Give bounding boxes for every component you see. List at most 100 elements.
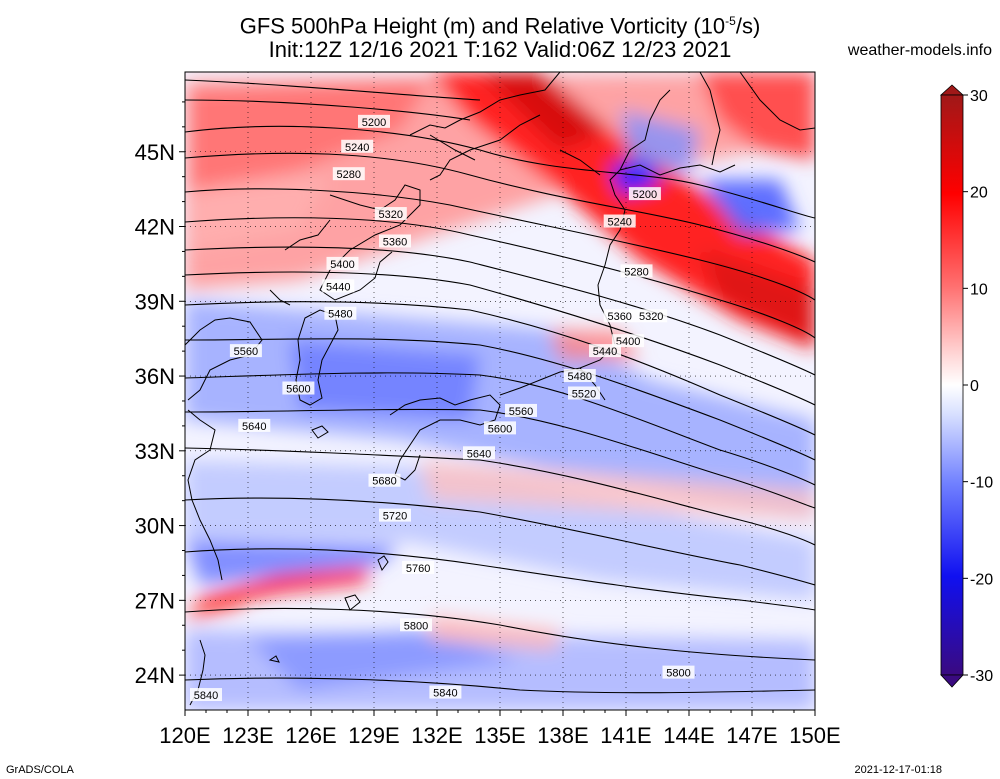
contour-label: 5800 xyxy=(666,668,690,680)
lon-tick-label: 144E xyxy=(663,723,714,748)
contour-labels: 5200524052805320536054005440548055605600… xyxy=(190,114,695,702)
contour-label-bg xyxy=(603,214,636,228)
lon-tick-label: 141E xyxy=(600,723,651,748)
lon-tick-label: 123E xyxy=(222,723,273,748)
contour-label: 5600 xyxy=(488,423,512,435)
colorbar-tick-label: -20 xyxy=(970,571,993,588)
contour-label-bg xyxy=(324,306,357,320)
contour-label: 5720 xyxy=(383,511,407,523)
lon-tick-label: 150E xyxy=(789,723,840,748)
contour-label-bg xyxy=(190,688,222,702)
contour-label: 5200 xyxy=(362,117,386,129)
colorbar: 30 20 10 0 -10 -20 -30 xyxy=(939,84,993,688)
contour-label-bg xyxy=(341,139,374,153)
contour-label-bg xyxy=(628,187,661,201)
lon-tick-label: 120E xyxy=(159,723,210,748)
colorbar-tick-label: 20 xyxy=(970,185,988,202)
contour-label-bg xyxy=(229,344,262,358)
contour-label: 5200 xyxy=(633,189,657,201)
contour-label-bg xyxy=(374,207,407,221)
contour-label: 5600 xyxy=(286,384,310,396)
contour-label: 5320 xyxy=(639,311,663,323)
lat-tick-label: 33N xyxy=(135,439,175,464)
lat-tick-label: 45N xyxy=(135,140,175,165)
colorbar-tick-label: 10 xyxy=(970,281,988,298)
lat-tick-label: 24N xyxy=(135,663,175,688)
footer-left: GrADS/COLA xyxy=(6,764,74,776)
contour-label: 5520 xyxy=(572,388,596,400)
lon-tick-label: 129E xyxy=(348,723,399,748)
map-axes: 120E 123E 126E 129E 132E 135E 138E 141E 144E 147E… xyxy=(135,101,841,748)
colorbar-tick-label: -10 xyxy=(970,475,993,492)
contour-label-bg xyxy=(568,386,600,400)
lon-tick-label: 135E xyxy=(474,723,525,748)
contour-label-bg xyxy=(620,264,653,278)
title-unit-end: /s) xyxy=(735,13,761,39)
contour-label: 5760 xyxy=(406,563,430,575)
contour-label-bg xyxy=(589,344,621,358)
contour-label: 5360 xyxy=(383,236,407,248)
contour-label-bg xyxy=(238,418,271,432)
contour-label: 5240 xyxy=(607,217,631,229)
contour-label: 5560 xyxy=(509,406,533,418)
lat-tick-label: 27N xyxy=(135,588,175,613)
contour-label: 5840 xyxy=(194,690,218,702)
lon-tick-label: 126E xyxy=(285,723,336,748)
height-contours xyxy=(185,79,815,694)
contour-label-bg xyxy=(322,279,355,293)
grid-lines xyxy=(185,72,815,710)
contour-label-bg xyxy=(332,167,365,181)
contour-label: 5640 xyxy=(242,421,266,433)
contour-label-bg xyxy=(635,309,668,323)
vorticity-field xyxy=(185,72,815,710)
title-exponent: -5 xyxy=(725,14,736,28)
contour-label: 5640 xyxy=(467,448,491,460)
chart-title-line1: GFS 500hPa Height (m) and Relative Vorti… xyxy=(150,8,850,39)
contour-label: 5280 xyxy=(624,266,648,278)
colorbar-tick-label: -30 xyxy=(970,668,993,685)
contour-label: 5280 xyxy=(337,169,361,181)
contour-label-bg xyxy=(484,421,516,435)
lon-tick-label: 132E xyxy=(411,723,462,748)
lon-tick-label: 138E xyxy=(537,723,588,748)
contour-label: 5320 xyxy=(379,209,403,221)
contour-label: 5800 xyxy=(404,620,428,632)
contour-label: 5480 xyxy=(568,371,592,383)
footer-right: 2021-12-17-01:18 xyxy=(854,764,942,776)
contour-label-bg xyxy=(358,114,390,128)
lat-tick-label: 36N xyxy=(135,364,175,389)
contour-label: 5360 xyxy=(607,311,631,323)
contour-label-bg xyxy=(603,309,636,323)
contour-label-bg xyxy=(463,446,495,460)
title-text: GFS 500hPa Height (m) and Relative Vorti… xyxy=(239,13,726,39)
contour-label: 5840 xyxy=(433,688,457,700)
contour-label-bg xyxy=(379,234,411,248)
chart-title-line2: Init:12Z 12/16 2021 T:162 Valid:06Z 12/2… xyxy=(268,37,732,62)
lon-tick-label: 147E xyxy=(726,723,777,748)
colorbar-tick-label: 0 xyxy=(970,378,979,395)
contour-label-bg xyxy=(429,685,462,699)
site-label: weather-models.info xyxy=(847,42,992,59)
contour-label-bg xyxy=(563,369,596,383)
contour-label: 5680 xyxy=(372,476,396,488)
contour-label-bg xyxy=(326,256,359,270)
colorbar-tick-label: 30 xyxy=(970,88,988,105)
contour-label-bg xyxy=(402,560,435,574)
contour-label: 5400 xyxy=(330,259,354,271)
lat-tick-label: 30N xyxy=(135,514,175,539)
lat-tick-label: 42N xyxy=(135,215,175,240)
contour-label-bg xyxy=(505,403,537,417)
contour-label-bg xyxy=(379,508,411,522)
contour-label-bg xyxy=(282,381,315,395)
contour-label: 5480 xyxy=(328,309,352,321)
contour-label: 5400 xyxy=(616,336,640,348)
contour-label: 5240 xyxy=(345,142,369,154)
contour-label-bg xyxy=(662,665,695,679)
contour-label-bg xyxy=(368,473,401,487)
contour-label-bg xyxy=(400,618,432,632)
contour-label: 5560 xyxy=(234,346,258,358)
contour-label: 5440 xyxy=(593,346,617,358)
contour-label-bg xyxy=(612,334,645,348)
lat-tick-label: 39N xyxy=(135,289,175,314)
